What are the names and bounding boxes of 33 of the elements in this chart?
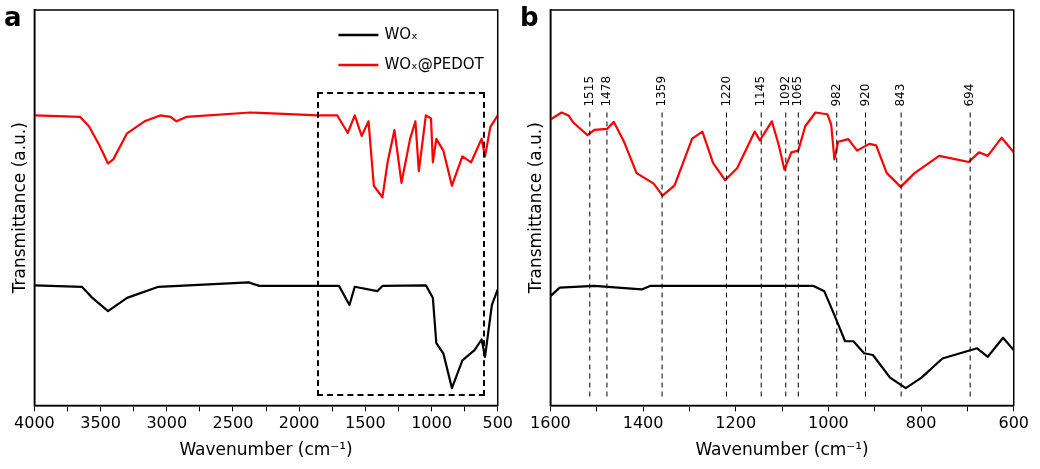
x-tick-label: 1000 xyxy=(411,413,452,433)
x-tick-label: 3500 xyxy=(80,413,121,433)
ref-line-label: 1359 xyxy=(654,75,669,107)
x-axis-title: Wavenumber (cm⁻¹) xyxy=(179,439,353,460)
ref-line-label: 1478 xyxy=(599,75,614,107)
legend-label: WOₓ xyxy=(384,24,418,43)
x-tick-label: 500 xyxy=(482,413,513,433)
y-axis-title: Transmittance (a.u.) xyxy=(8,122,29,295)
x-tick-label: 600 xyxy=(998,413,1029,433)
ref-line-label: 982 xyxy=(828,83,843,107)
x-tick-label: 1500 xyxy=(344,413,386,433)
x-tick-label: 1200 xyxy=(715,413,757,433)
x-tick-label: 1400 xyxy=(622,413,664,433)
x-tick-label: 3000 xyxy=(146,413,188,433)
y-axis-title: Transmittance (a.u.) xyxy=(524,122,545,295)
x-axis-title: Wavenumber (cm⁻¹) xyxy=(695,439,869,460)
ref-line-label: 843 xyxy=(893,83,908,107)
chart-title: a xyxy=(4,1,22,32)
ref-line-label: 694 xyxy=(962,83,977,107)
ref-line-label: 1515 xyxy=(581,75,596,107)
legend-label: WOₓ@PEDOT xyxy=(384,54,485,73)
x-tick-label: 2000 xyxy=(278,413,320,433)
ref-line-label: 1065 xyxy=(790,75,805,107)
ref-line-label: 1092 xyxy=(777,75,792,107)
ref-line-label: 1220 xyxy=(718,75,733,107)
x-tick-label: 2500 xyxy=(212,413,254,433)
x-tick-label: 1000 xyxy=(808,413,849,433)
x-tick-label: 4000 xyxy=(14,413,55,433)
ref-line-label: 1145 xyxy=(753,75,768,107)
ref-line-label: 920 xyxy=(857,83,872,107)
chart-title: b xyxy=(520,1,539,32)
x-tick-label: 800 xyxy=(905,413,937,433)
x-tick-label: 1600 xyxy=(530,413,571,433)
